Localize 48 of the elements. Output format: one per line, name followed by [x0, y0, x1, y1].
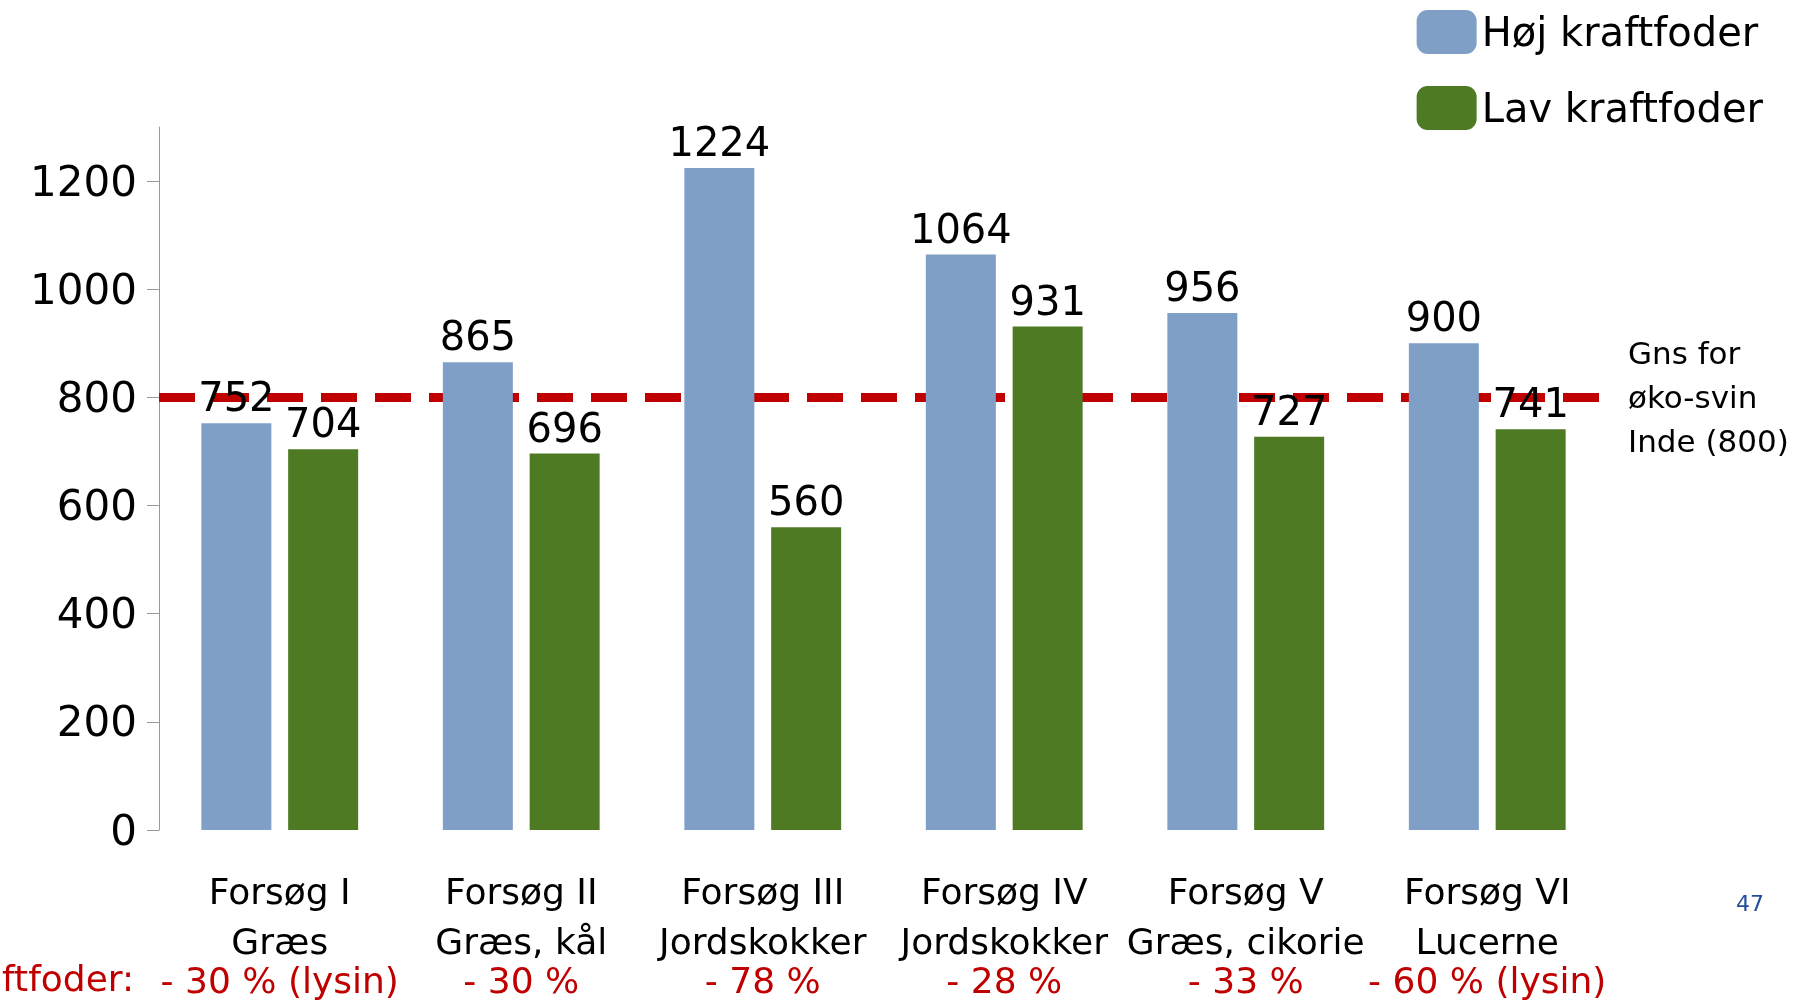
y-tick-label: 1000 — [30, 264, 137, 314]
bar — [442, 362, 513, 830]
y-tick-label: 0 — [110, 805, 137, 855]
text: 47 — [1736, 890, 1764, 916]
data-label: 956 — [1164, 264, 1241, 311]
text: - 60 % (lysin) — [1368, 959, 1607, 1001]
x-tick-label: Forsøg I Græs — [208, 870, 351, 962]
x-tick-label: Forsøg IV Jordskokker — [898, 870, 1109, 962]
data-label: 865 — [439, 313, 517, 360]
y-tick-label: 200 — [56, 697, 137, 747]
y-tick-label: 400 — [56, 589, 137, 639]
ref-line-label: Gns for øko-svin Inde (800) — [1628, 335, 1789, 460]
data-label: 727 — [1250, 387, 1328, 434]
text: - 30 % (lysin) — [160, 959, 399, 1001]
legend-label: Høj kraftfoder — [1481, 9, 1759, 55]
data-label: 1064 — [909, 205, 1012, 252]
bar — [1012, 326, 1083, 830]
text: - 78 % — [704, 959, 821, 1001]
data-label: 560 — [767, 478, 845, 525]
text: ftfoder: — [2, 957, 135, 999]
data-label: 752 — [198, 374, 275, 421]
text: - 30 % — [463, 959, 580, 1001]
bar — [1408, 343, 1479, 830]
data-label: 900 — [1405, 294, 1483, 341]
y-tick-label: 800 — [56, 372, 137, 422]
x-tick-label: Forsøg II Græs, kål — [435, 870, 608, 962]
legend-label: Lav kraftfoder — [1481, 85, 1764, 131]
x-tick-label: Forsøg III Jordskokker — [657, 870, 867, 962]
bar — [529, 453, 600, 830]
data-label: 931 — [1009, 277, 1086, 324]
data-label: 1224 — [668, 119, 771, 166]
y-tick-label: 1200 — [30, 156, 137, 206]
bar — [288, 449, 359, 830]
data-label: 704 — [284, 400, 362, 447]
x-tick-label: Forsøg VI Lucerne — [1403, 870, 1571, 962]
bar — [684, 168, 755, 830]
bar — [1254, 436, 1325, 830]
data-label: 741 — [1492, 380, 1569, 427]
x-tick-label: Forsøg V Græs, cikorie — [1126, 870, 1365, 962]
bar — [1495, 429, 1566, 830]
bar — [925, 254, 996, 830]
text: - 28 % — [946, 959, 1063, 1001]
text: - 33 % — [1187, 959, 1304, 1001]
bar — [771, 527, 842, 830]
bar — [201, 423, 272, 830]
y-tick-label: 600 — [56, 481, 137, 531]
data-label: 696 — [526, 404, 603, 451]
bar — [1167, 313, 1238, 830]
